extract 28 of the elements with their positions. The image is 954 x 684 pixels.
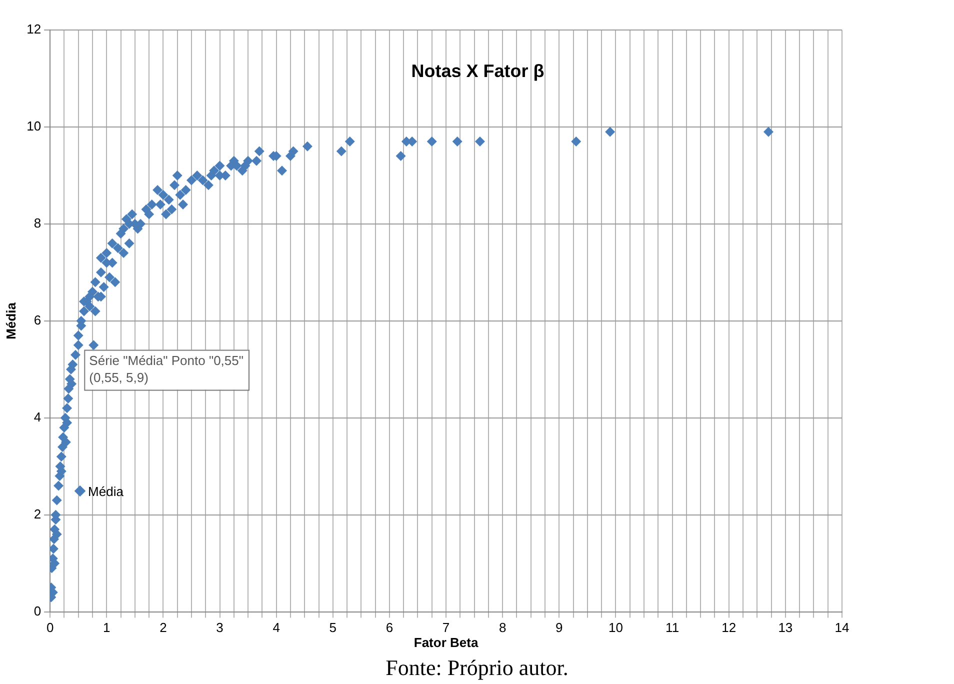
x-tick-label: 10 (608, 620, 623, 636)
x-tick-label: 14 (834, 620, 850, 636)
x-tick-label: 11 (666, 620, 680, 636)
legend-label: Média (88, 484, 124, 499)
text: Notas X Fator β (411, 60, 544, 81)
source-note: Fonte: Próprio autor. (384, 655, 570, 681)
y-tick-label: 0 (34, 603, 42, 618)
y-tick-label: 10 (26, 118, 42, 134)
x-tick-label: 0 (46, 620, 54, 636)
x-tick-label: 1 (103, 620, 110, 636)
x-tick-label: 5 (329, 620, 337, 636)
x-tick-label: 9 (556, 620, 563, 636)
x-tick-label: 3 (216, 620, 224, 636)
x-axis-title: Fator Beta (414, 634, 479, 650)
x-tick-label: 12 (722, 620, 736, 636)
y-tick-label: 8 (34, 216, 42, 231)
y-axis-title: Média (3, 302, 18, 340)
x-tick-label: 8 (498, 620, 506, 636)
x-tick-label: 6 (386, 620, 394, 636)
x-tick-label: 13 (778, 620, 793, 636)
x-tick-label: 7 (442, 620, 450, 636)
y-tick-label: 4 (34, 409, 42, 424)
annotation: Série "Média" Ponto "0,55" (0,55, 5,9) (89, 352, 244, 385)
x-tick-label: 4 (272, 620, 280, 636)
y-tick-label: 6 (34, 312, 42, 328)
x-tick-label: 2 (160, 620, 167, 636)
y-tick-label: 2 (34, 506, 42, 522)
y-tick-label: 12 (26, 22, 42, 37)
